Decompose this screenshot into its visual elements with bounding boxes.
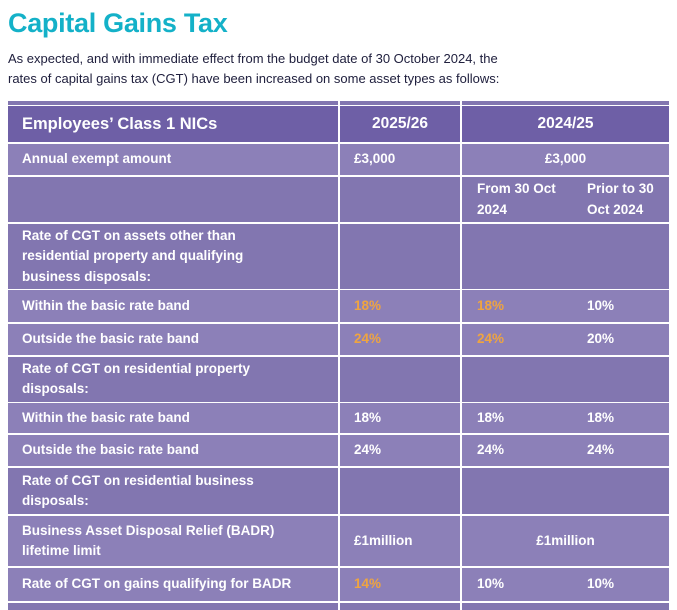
- value-2025-26-cell: 14%: [340, 568, 460, 601]
- strip-cell: [340, 603, 460, 610]
- page-title: Capital Gains Tax: [8, 8, 228, 38]
- value-2024-25-split-cell: 18% 10%: [462, 290, 669, 322]
- value-2024-25-split-cell: 24% 24%: [462, 435, 669, 466]
- strip-cell: [462, 101, 669, 105]
- value-from-cell: 24%: [477, 331, 505, 347]
- strip-cell: [8, 603, 338, 610]
- cgt-rates-table: Employees’ Class 1 NICs 2025/26 2024/25 …: [8, 101, 669, 610]
- value-prior-cell: 18%: [587, 409, 615, 425]
- intro-paragraph: As expected, and with immediate effect f…: [8, 49, 669, 88]
- value-2025-26-cell: 18%: [340, 290, 460, 322]
- table-row: Within the basic rate band 18% 18% 18%: [8, 403, 669, 433]
- row-label-cell: Outside the basic rate band: [8, 435, 338, 466]
- empty-2024-25-cell: [462, 357, 669, 402]
- value-prior-cell: 10%: [587, 576, 615, 592]
- value-2025-26-cell: 18%: [340, 403, 460, 433]
- row-label-cell: Outside the basic rate band: [8, 324, 338, 355]
- value-from-cell: 24%: [477, 442, 505, 458]
- value-prior-cell: 24%: [587, 442, 615, 458]
- empty-2024-25-cell: [462, 468, 669, 514]
- value-prior-cell: 10%: [587, 297, 615, 313]
- table-row: Rate of CGT on gains qualifying for BADR…: [8, 568, 669, 601]
- value-from-cell: 18%: [477, 297, 505, 313]
- header-2025-26-cell: 2025/26: [340, 106, 460, 142]
- value-from-cell: 18%: [477, 409, 505, 425]
- value-2025-26-cell: £3,000: [340, 144, 460, 175]
- empty-label-cell: [8, 177, 338, 222]
- table-header-row: Employees’ Class 1 NICs 2025/26 2024/25: [8, 106, 669, 142]
- table-row: Outside the basic rate band 24% 24% 20%: [8, 324, 669, 355]
- empty-2025-26-cell: [340, 224, 460, 289]
- table-section-row: Rate of CGT on residential property disp…: [8, 357, 669, 402]
- header-label-cell: Employees’ Class 1 NICs: [8, 106, 338, 142]
- table-row: Annual exempt amount £3,000 £3,000: [8, 144, 669, 175]
- table-row: Outside the basic rate band 24% 24% 24%: [8, 435, 669, 466]
- value-2025-26-cell: 24%: [340, 324, 460, 355]
- row-label-cell: Business Asset Disposal Relief (BADR) li…: [8, 516, 338, 566]
- value-2024-25-merged-cell: £1million: [462, 516, 669, 566]
- table-row: Business Asset Disposal Relief (BADR) li…: [8, 516, 669, 566]
- subheader-split-cell: From 30 Oct 2024 Prior to 30 Oct 2024: [462, 177, 669, 222]
- empty-2025-26-cell: [340, 177, 460, 222]
- empty-2025-26-cell: [340, 357, 460, 402]
- row-label-cell: Annual exempt amount: [8, 144, 338, 175]
- value-2024-25-split-cell: 24% 20%: [462, 324, 669, 355]
- table-bottom-strip: [8, 603, 669, 610]
- value-2025-26-cell: 24%: [340, 435, 460, 466]
- section-label-cell: Rate of CGT on residential property disp…: [8, 357, 338, 402]
- section-label-cell: Rate of CGT on assets other than residen…: [8, 224, 338, 289]
- row-label-cell: Within the basic rate band: [8, 290, 338, 322]
- table-section-row: Rate of CGT on residential business disp…: [8, 468, 669, 514]
- table-section-row: Rate of CGT on assets other than residen…: [8, 224, 669, 289]
- value-2024-25-split-cell: 10% 10%: [462, 568, 669, 601]
- table-top-strip: [8, 101, 669, 105]
- section-label-cell: Rate of CGT on residential business disp…: [8, 468, 338, 514]
- strip-cell: [462, 603, 669, 610]
- strip-cell: [340, 101, 460, 105]
- table-row: Within the basic rate band 18% 18% 10%: [8, 290, 669, 322]
- subheader-from-cell: From 30 Oct 2024: [477, 181, 556, 217]
- subheader-prior-cell: Prior to 30 Oct 2024: [587, 181, 654, 217]
- strip-cell: [8, 101, 338, 105]
- row-label-cell: Within the basic rate band: [8, 403, 338, 433]
- value-2024-25-split-cell: 18% 18%: [462, 403, 669, 433]
- row-label-cell: Rate of CGT on gains qualifying for BADR: [8, 568, 338, 601]
- value-2025-26-cell: £1million: [340, 516, 460, 566]
- table-subheader-row: From 30 Oct 2024 Prior to 30 Oct 2024: [8, 177, 669, 222]
- intro-line-1: As expected, and with immediate effect f…: [8, 51, 498, 66]
- empty-2025-26-cell: [340, 468, 460, 514]
- value-from-cell: 10%: [477, 576, 505, 592]
- value-2024-25-merged-cell: £3,000: [462, 144, 669, 175]
- value-prior-cell: 20%: [587, 331, 615, 347]
- header-2024-25-cell: 2024/25: [462, 106, 669, 142]
- empty-2024-25-cell: [462, 224, 669, 289]
- intro-line-2: rates of capital gains tax (CGT) have be…: [8, 70, 500, 86]
